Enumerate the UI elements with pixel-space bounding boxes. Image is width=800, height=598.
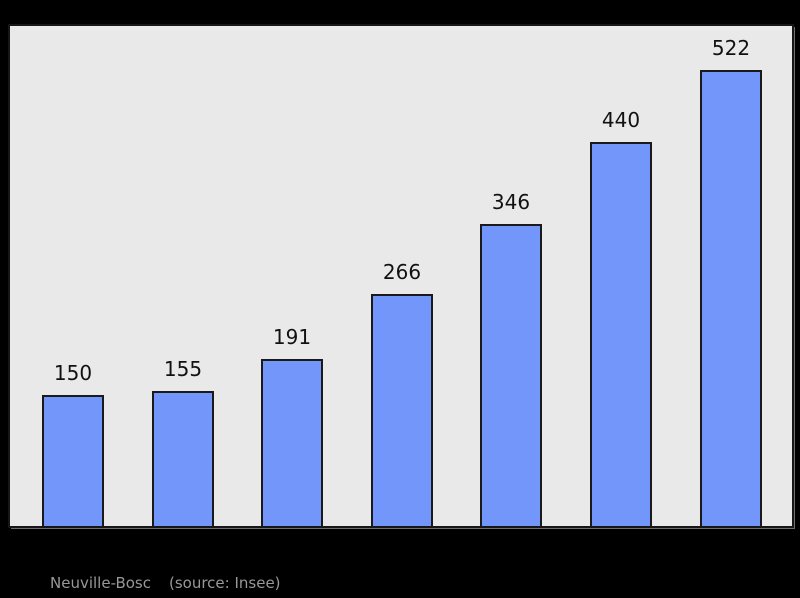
- bar: [590, 142, 652, 526]
- chart-panel: 150 155 191 266 346 440 522: [8, 24, 794, 528]
- bar: [261, 359, 323, 526]
- bar-value-label: 440: [601, 108, 641, 132]
- bar-value-label: 155: [163, 357, 203, 381]
- bar-value-label: 150: [53, 361, 93, 385]
- bar-value-label: 191: [272, 325, 312, 349]
- bar: [152, 391, 214, 526]
- caption-commune-name: Neuville-Bosc: [50, 574, 151, 592]
- plot-area: 150 155 191 266 346 440 522: [10, 26, 792, 526]
- bar-value-label: 346: [491, 190, 531, 214]
- bar: [480, 224, 542, 526]
- bar-value-label: 522: [711, 36, 751, 60]
- chart-caption: Neuville-Bosc (source: Insee): [50, 575, 281, 592]
- bar-value-label: 266: [382, 260, 422, 284]
- bar: [700, 70, 762, 526]
- bar: [42, 395, 104, 526]
- caption-source: (source: Insee): [168, 574, 281, 592]
- bar: [371, 294, 433, 526]
